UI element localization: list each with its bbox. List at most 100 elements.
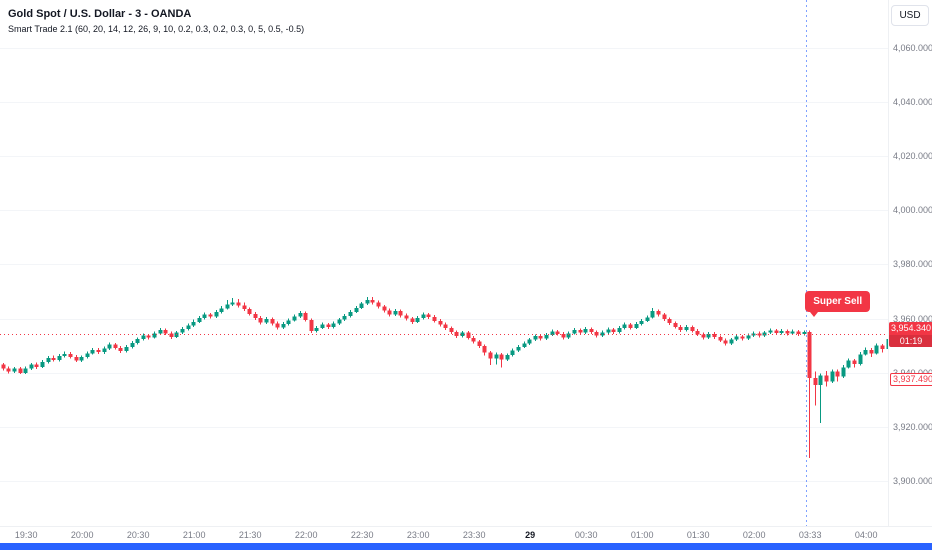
price-tick-label: 3,900.000 [893, 476, 932, 487]
time-tick-label: 21:30 [238, 530, 262, 540]
candle [583, 327, 588, 334]
candle [180, 326, 185, 335]
candle [527, 337, 532, 345]
candle [34, 362, 39, 369]
candle [286, 318, 291, 326]
candle [337, 317, 342, 325]
candle [505, 353, 510, 362]
candle [662, 312, 667, 322]
candle [578, 328, 583, 335]
candle [611, 327, 616, 334]
candle [740, 334, 745, 341]
candle [410, 317, 415, 324]
price-tick-label: 4,000.000 [893, 205, 932, 216]
last-price-badge: 3,954.340 01:19 [889, 321, 932, 347]
candle [247, 307, 252, 316]
time-tick-label: 29 [525, 530, 536, 540]
candle [382, 304, 387, 313]
candlestick-canvas[interactable] [0, 0, 888, 526]
chart-plot[interactable]: Gold Spot / U.S. Dollar - 3 - OANDA Smar… [0, 0, 888, 526]
time-tick-label: 03:33 [798, 530, 822, 540]
candle [354, 305, 359, 314]
candle [102, 346, 107, 354]
candle [622, 322, 627, 330]
alert-price-label: 3,937.490 [890, 372, 932, 386]
candle [264, 317, 269, 325]
candle [18, 367, 23, 374]
candle [186, 323, 191, 331]
super-sell-badge: Super Sell [805, 290, 871, 317]
last-price-value: 3,954.340 [889, 321, 932, 335]
price-tick-label: 4,020.000 [893, 151, 932, 162]
time-tick-label: 23:30 [462, 530, 486, 540]
candle [85, 351, 90, 359]
currency-button[interactable]: USD [891, 5, 929, 26]
candle [751, 331, 756, 337]
candle [163, 328, 168, 336]
candle [858, 352, 863, 366]
candle [40, 360, 45, 368]
candle [326, 322, 331, 329]
candle [718, 335, 723, 343]
price-tick-label: 3,960.000 [893, 313, 932, 324]
candle [1, 363, 6, 371]
candle [494, 352, 499, 365]
candle [236, 299, 241, 308]
candle [729, 337, 734, 345]
candle [634, 322, 639, 330]
candle [320, 322, 325, 330]
candle [421, 312, 426, 320]
candle [404, 313, 409, 321]
candle [841, 365, 846, 379]
candle [600, 330, 605, 337]
candle [169, 331, 174, 339]
price-axis[interactable]: 3,954.340 01:19 3,937.490 4,060.000 4,040… [888, 0, 932, 526]
candle [594, 330, 599, 338]
candle [303, 311, 308, 322]
candle [566, 331, 571, 339]
candle [846, 358, 851, 369]
candle [398, 309, 403, 318]
candle [6, 366, 11, 374]
candle [499, 353, 504, 368]
candle [712, 332, 717, 339]
candle [589, 327, 594, 335]
candle [701, 332, 706, 340]
time-tick-label: 23:00 [406, 530, 430, 540]
symbol-title[interactable]: Gold Spot / U.S. Dollar - 3 - OANDA [8, 8, 192, 20]
candle [79, 355, 84, 362]
candle [130, 341, 135, 349]
candle [538, 334, 543, 341]
candle [510, 348, 515, 357]
time-tick-label: 04:00 [854, 530, 878, 540]
candle [107, 342, 112, 350]
candle [46, 355, 51, 364]
chart-legend: Gold Spot / U.S. Dollar - 3 - OANDA Smar… [8, 8, 304, 34]
candle [225, 299, 230, 310]
candle [824, 371, 829, 387]
candle [852, 358, 857, 368]
bar-countdown: 01:19 [889, 334, 932, 347]
candle [656, 309, 661, 317]
candle [757, 331, 762, 338]
candle [690, 325, 695, 333]
candle [785, 329, 790, 336]
candle [331, 321, 336, 329]
indicator-title[interactable]: Smart Trade 2.1 (60, 20, 14, 12, 26, 9, … [8, 24, 305, 34]
candle [471, 336, 476, 344]
candle [281, 321, 286, 329]
time-tick-label: 20:30 [126, 530, 150, 540]
candle [309, 318, 314, 333]
time-tick-label: 19:30 [14, 530, 38, 540]
time-tick-label: 00:30 [574, 530, 598, 540]
candle [208, 312, 213, 319]
candle [762, 330, 767, 337]
candle [550, 329, 555, 337]
time-axis[interactable]: 19:30 20:00 20:30 21:00 21:30 22:00 22:30 23:00… [0, 526, 932, 544]
candle [869, 348, 874, 357]
time-tick-label: 22:00 [294, 530, 318, 540]
price-tick-label: 4,040.000 [893, 97, 932, 108]
candle [387, 308, 392, 317]
candle [807, 330, 812, 459]
